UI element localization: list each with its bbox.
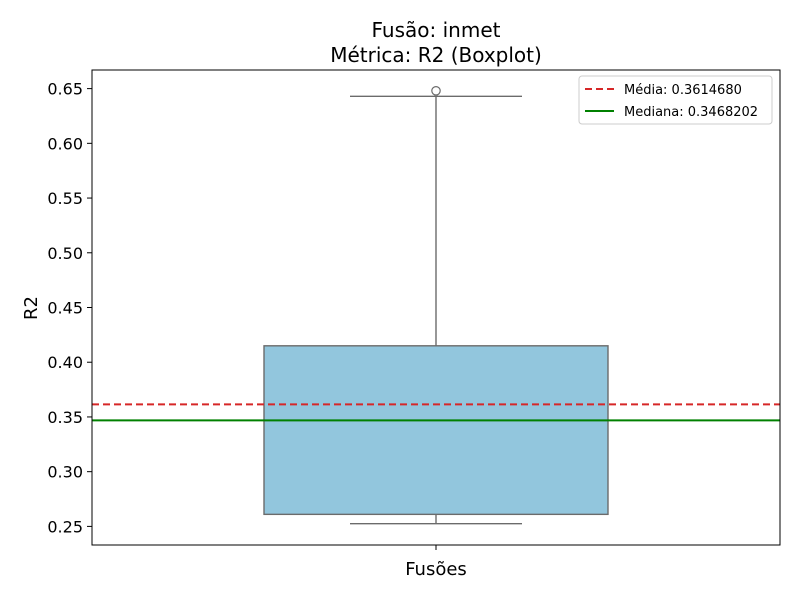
box-iqr [263,345,609,516]
x-axis-label: Fusões [405,559,467,580]
y-tick-label: 0.55 [47,189,83,208]
y-tick-label: 0.65 [47,80,83,99]
y-axis-label: R2 [21,296,42,320]
y-tick-label: 0.45 [47,299,83,318]
chart-title-line2: Métrica: R2 (Boxplot) [330,43,542,67]
plot-area [92,85,780,525]
legend-mean-label: Média: 0.3614680 [624,83,742,98]
y-tick-label: 0.30 [47,463,83,482]
legend: Média: 0.3614680 Mediana: 0.3468202 [578,75,773,125]
outlier-point [431,85,441,96]
y-tick-label: 0.25 [47,517,83,536]
y-tick-label: 0.40 [47,353,83,372]
y-tick-label: 0.50 [47,244,83,263]
chart-title-line1: Fusão: inmet [372,18,501,42]
legend-median-label: Mediana: 0.3468202 [624,105,758,120]
legend-box [578,75,773,125]
y-axis: 0.25 0.30 0.35 0.40 0.45 0.50 0.55 0.60 0.65 [47,80,92,536]
y-tick-label: 0.35 [47,408,83,427]
y-tick-label: 0.60 [47,134,83,153]
